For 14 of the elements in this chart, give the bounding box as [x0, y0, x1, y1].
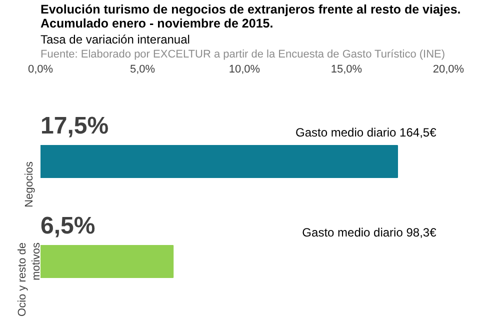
data-label: 6,5%: [40, 212, 96, 240]
x-tick-label: 0,0%: [28, 64, 54, 76]
x-tick-label: 10,0%: [228, 64, 260, 76]
data-label: 17,5%: [40, 112, 109, 140]
chart-title: Evolución turismo de negocios de extranjeros frente al resto de viajes. Acumulado enero - noviembre de 2015.: [40, 2, 461, 30]
x-tick-label: 20,0%: [432, 64, 464, 76]
source-note: Fuente: Elaborado por EXCELTUR a partir de la Encuesta de Gasto Turístico (INE): [40, 48, 446, 60]
annotation: Gasto medio diario 164,5€: [296, 126, 437, 140]
x-tick-label: 5,0%: [130, 64, 156, 76]
annotation: Gasto medio diario 98,3€: [302, 226, 437, 240]
y-tick-label: Ocio y resto de motivos: [16, 242, 43, 316]
y-tick-label: Negocios: [24, 161, 36, 208]
chart-subtitle: Tasa de variación interanual: [40, 32, 190, 46]
x-tick-label: 15,0%: [330, 64, 362, 76]
